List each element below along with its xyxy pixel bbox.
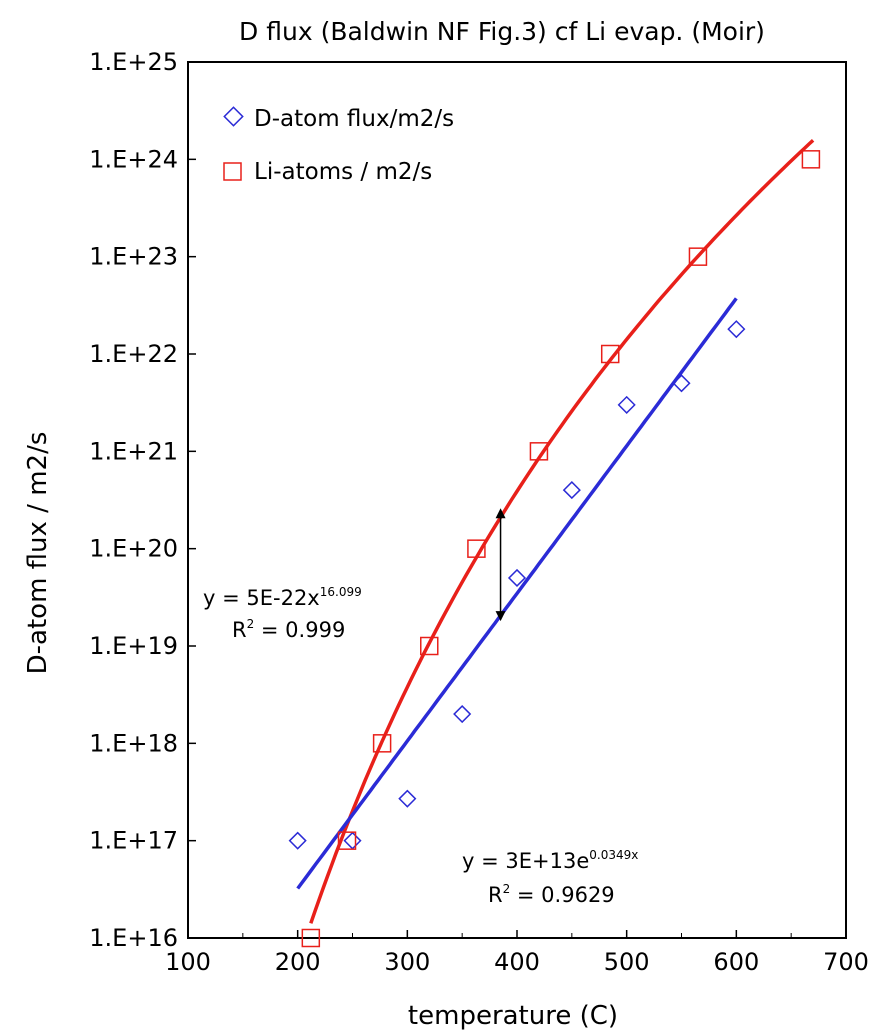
y-tick-label: 1.E+20 <box>89 535 178 563</box>
x-tick-label: 500 <box>604 948 650 976</box>
y-tick-label: 1.E+16 <box>89 924 178 952</box>
y-tick-label: 1.E+24 <box>89 145 178 173</box>
x-tick-label: 700 <box>823 948 869 976</box>
double-arrow <box>495 508 506 622</box>
data-markers <box>288 150 821 948</box>
x-axis-label: temperature (C) <box>408 1001 618 1031</box>
li-atom-point <box>688 247 708 266</box>
li-atom-point <box>467 539 486 558</box>
x-tick-label: 300 <box>384 948 430 976</box>
d-atom-point <box>672 374 691 393</box>
y-tick-label: 1.E+18 <box>89 729 178 757</box>
legend-square-marker <box>223 162 242 181</box>
d-atom-point <box>398 789 417 808</box>
legend-diamond-marker <box>223 106 244 127</box>
d-atom-point <box>288 831 307 850</box>
d-atom-point <box>343 831 362 850</box>
li-atom-point <box>301 928 321 948</box>
trendlines <box>296 139 815 924</box>
trendline-equation-power: y = 5E-22x16.099 R2 = 0.999 <box>203 585 362 642</box>
d-atom-point <box>727 320 746 339</box>
y-axis-label: D-atom flux / m2/s <box>23 432 53 675</box>
d-atom-point <box>507 568 527 588</box>
li-atom-point <box>600 344 620 364</box>
y-tick-label: 1.E+25 <box>89 48 178 76</box>
y-tick-label: 1.E+19 <box>89 632 178 660</box>
chart-title: D flux (Baldwin NF Fig.3) cf Li evap. (M… <box>239 17 765 46</box>
d-atom-point <box>562 481 581 500</box>
r2-exponential: R2 = 0.9629 <box>488 882 615 907</box>
li-atom-point <box>337 831 357 850</box>
equation-exponential: y = 3E+13e0.0349x <box>462 848 638 873</box>
x-tick-label: 100 <box>165 948 211 976</box>
x-tick-label: 400 <box>494 948 540 976</box>
legend: D-atom flux/m2/s Li-atoms / m2/s <box>223 106 454 185</box>
plot-area-frame <box>187 61 847 939</box>
li-atom-point <box>529 442 549 461</box>
legend-label-d-atom: D-atom flux/m2/s <box>254 106 454 132</box>
d-atom-point <box>453 704 472 724</box>
d-atom-point <box>617 395 636 414</box>
y-tick-label: 1.E+17 <box>89 827 178 855</box>
r2-power: R2 = 0.999 <box>232 617 345 642</box>
equation-power: y = 5E-22x16.099 <box>203 585 362 610</box>
y-tick-label: 1.E+22 <box>89 340 178 368</box>
y-tick-label: 1.E+21 <box>89 437 178 465</box>
x-tick-label: 200 <box>275 948 321 976</box>
annotations <box>495 508 506 622</box>
legend-label-li-atoms: Li-atoms / m2/s <box>254 159 432 185</box>
li-atom-point <box>420 636 439 656</box>
y-tick-label: 1.E+23 <box>89 243 178 271</box>
li-atom-point <box>801 150 821 169</box>
x-axis-ticks: 100 200 300 400 500 600 700 <box>165 930 869 976</box>
x-tick-label: 600 <box>713 948 759 976</box>
trendline-equation-exponential: y = 3E+13e0.0349x R2 = 0.9629 <box>462 848 638 907</box>
trendline-exponential <box>296 297 738 890</box>
li-atom-point <box>372 734 392 753</box>
y-axis-ticks: 1.E+16 1.E+17 1.E+18 1.E+19 1.E+20 1.E+21 1.E+… <box>89 48 196 952</box>
trendline-power <box>309 139 815 924</box>
